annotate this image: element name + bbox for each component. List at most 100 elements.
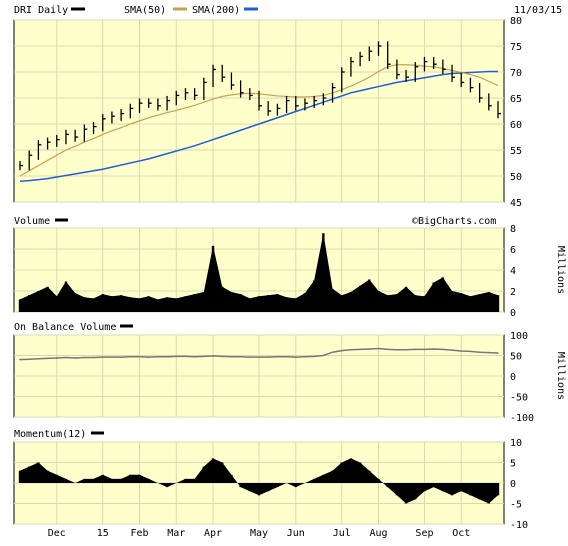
obv-point — [230, 355, 233, 358]
obv-point — [285, 355, 288, 358]
price-bar — [203, 77, 207, 101]
price-bar — [239, 80, 244, 98]
price-bar — [157, 98, 161, 111]
price-bar — [258, 90, 262, 111]
obv-point — [184, 355, 187, 358]
price-bar — [37, 140, 42, 160]
y-tick-label: 75 — [510, 42, 522, 53]
x-tick-label: Sep — [415, 528, 433, 539]
sma200-line — [19, 70, 498, 182]
price-bar — [331, 82, 336, 103]
volume-panel-label: Volume — [14, 216, 50, 227]
y-tick-label: -10 — [510, 520, 528, 531]
y-tick-label: 45 — [510, 198, 522, 209]
obv-point — [55, 357, 58, 359]
symbol-label: DRI Daily — [14, 5, 68, 16]
price-series — [19, 41, 501, 171]
obv-point — [19, 358, 21, 361]
obv-point — [451, 349, 453, 351]
price-bar — [414, 62, 419, 82]
price-bar — [488, 93, 492, 111]
obv-point — [92, 356, 95, 359]
obv-point — [147, 356, 150, 358]
obv-point — [175, 355, 178, 358]
obv-point — [322, 354, 325, 357]
price-bar — [19, 160, 23, 171]
obv-point — [377, 347, 380, 350]
obv-point — [65, 356, 67, 359]
price-bar — [138, 98, 143, 114]
y-tick-label: 8 — [510, 224, 516, 235]
sma200-label: SMA(200) — [192, 5, 240, 16]
price-bar — [451, 64, 456, 82]
y-tick-label: 55 — [510, 146, 522, 157]
price-bar — [285, 95, 290, 114]
price-bar — [74, 129, 79, 142]
obv-panel: 100 50 0 -50 -100 — [13, 331, 534, 424]
price-bar — [221, 64, 226, 82]
price-bar — [313, 95, 318, 108]
momentum-panel-label: Momentum(12) — [14, 429, 86, 440]
obv-point — [405, 348, 407, 351]
price-bar — [267, 101, 272, 116]
obv-point — [258, 356, 260, 358]
obv-point — [414, 348, 417, 351]
obv-point — [239, 355, 242, 358]
obv-point — [313, 355, 315, 358]
obv-point — [212, 355, 214, 357]
obv-point — [28, 358, 30, 360]
obv-point — [442, 348, 444, 351]
x-tick-label: Aug — [369, 528, 387, 539]
y-tick-label: 100 — [510, 331, 528, 342]
price-bar — [497, 101, 501, 119]
obv-series — [19, 347, 499, 361]
y-tick-label: -50 — [510, 393, 528, 404]
price-bar — [460, 72, 465, 88]
y-tick-label: 50 — [510, 352, 522, 363]
obv-point — [432, 348, 435, 350]
price-bar — [111, 111, 115, 124]
price-bar — [341, 67, 345, 93]
obv-point — [469, 350, 472, 353]
price-bar — [359, 51, 364, 67]
price-bar — [469, 77, 474, 93]
x-tick-label: Dec — [48, 528, 66, 539]
price-grid — [14, 19, 504, 203]
obv-point — [340, 349, 343, 352]
y-tick-label: -5 — [510, 500, 522, 511]
obv-point — [166, 355, 168, 358]
price-axis-labels: 80 75 70 65 60 55 50 45 — [510, 16, 522, 209]
price-bar — [120, 108, 125, 121]
obv-axis-labels: 100 50 0 -50 -100 — [510, 331, 534, 424]
price-bar — [230, 72, 235, 90]
price-bar — [175, 90, 180, 106]
x-tick-label: Mar — [167, 528, 185, 539]
obv-grid — [14, 334, 504, 418]
price-bar — [65, 129, 69, 145]
price-bar — [368, 46, 373, 62]
obv-point — [368, 348, 371, 350]
obv-point — [304, 355, 306, 358]
price-bar — [322, 93, 327, 106]
momentum-series — [18, 458, 500, 504]
obv-point — [111, 356, 113, 358]
x-tick-label: Feb — [130, 528, 148, 539]
obv-point — [129, 355, 132, 358]
obv-point — [249, 356, 251, 358]
price-bar — [396, 59, 400, 80]
y-tick-label: 6 — [510, 245, 516, 256]
obv-point — [157, 355, 159, 358]
price-bar — [28, 150, 33, 171]
obv-point — [460, 350, 463, 352]
obv-point — [386, 348, 389, 351]
obv-point — [221, 355, 224, 358]
price-bar — [423, 56, 428, 72]
price-bar — [295, 95, 299, 111]
obv-point — [423, 348, 426, 351]
price-bar — [102, 114, 106, 132]
obv-point — [497, 352, 499, 354]
y-tick-label: 10 — [510, 438, 522, 449]
x-tick-label: May — [250, 528, 268, 539]
y-tick-label: 65 — [510, 94, 522, 105]
